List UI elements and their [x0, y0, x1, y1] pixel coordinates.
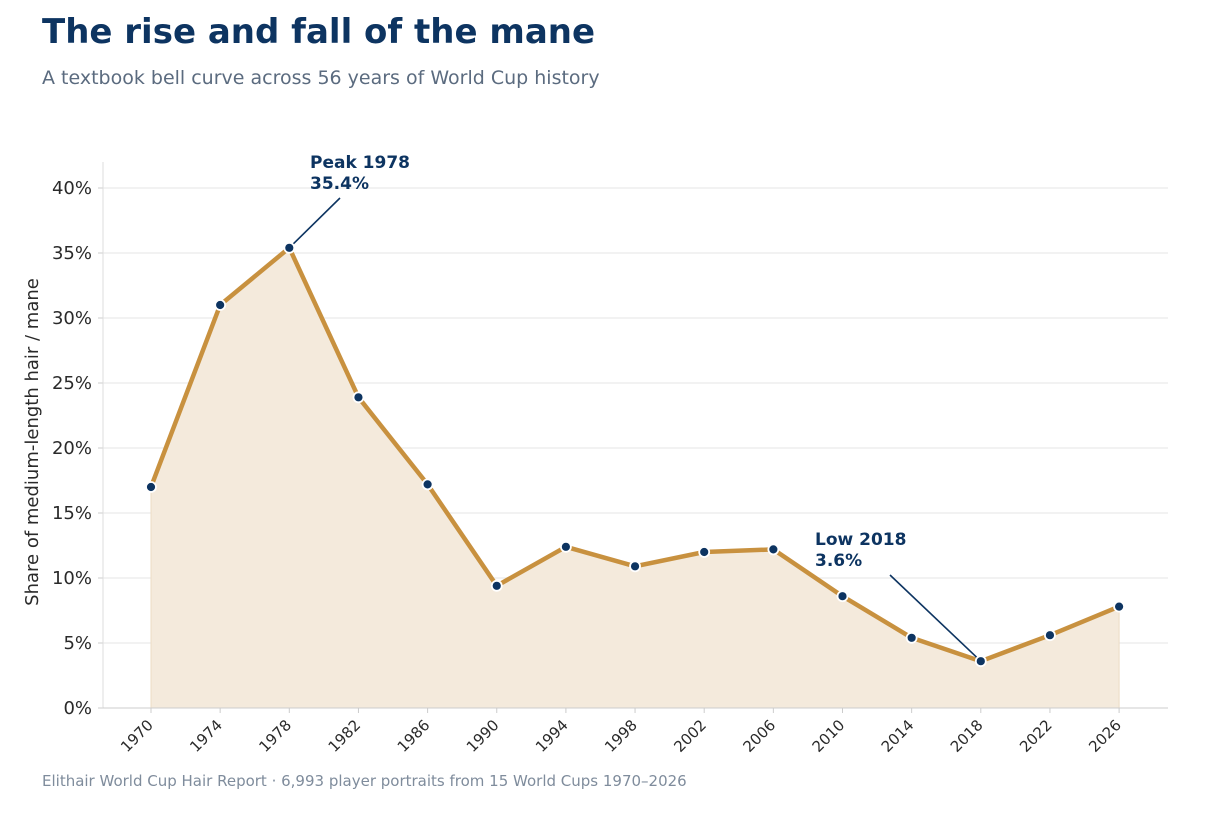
- x-tick-label-1982: 1982: [325, 716, 365, 756]
- y-tick-label: 0%: [63, 698, 92, 719]
- data-point-2022: [1044, 629, 1056, 642]
- area-fill-path: [151, 247, 1120, 709]
- y-tick-label: 40%: [52, 178, 92, 199]
- x-tick-label-1990: 1990: [463, 716, 503, 756]
- data-point-1978: [283, 241, 296, 254]
- y-tick-label: 35%: [52, 243, 92, 264]
- data-point-2014: [905, 631, 918, 644]
- annotation-label: Peak 1978: [310, 153, 410, 173]
- source-note: Elithair World Cup Hair Report · 6,993 p…: [42, 772, 687, 790]
- annotation-leader: [889, 574, 982, 662]
- x-tick-label-1974: 1974: [186, 716, 226, 756]
- chart-subtitle: A textbook bell curve across 56 years of…: [42, 67, 600, 89]
- annotation-value: 35.4%: [310, 174, 369, 194]
- data-point-2006: [767, 543, 780, 556]
- data-point-2026: [1113, 600, 1125, 613]
- y-tick-label: 20%: [52, 438, 92, 459]
- x-tick-label-2010: 2010: [809, 716, 849, 756]
- y-tick-label: 15%: [52, 503, 92, 524]
- y-tick-label: 5%: [63, 633, 92, 654]
- x-tick-label-2022: 2022: [1016, 716, 1056, 756]
- area-fill: [150, 247, 1120, 709]
- x-tick-label-2014: 2014: [878, 716, 918, 756]
- data-point-1986: [421, 478, 434, 491]
- data-point-1974: [214, 299, 227, 311]
- data-point-2010: [836, 590, 849, 603]
- data-point-1982: [352, 391, 365, 404]
- data-point-1970: [145, 481, 157, 493]
- x-tick-label-1978: 1978: [255, 716, 295, 756]
- annotation-leader: [288, 197, 341, 249]
- x-tick-label-1970: 1970: [117, 716, 157, 756]
- chart-title: The rise and fall of the mane: [42, 12, 596, 52]
- data-point-2018: [974, 655, 987, 668]
- x-tick-label-2026: 2026: [1085, 716, 1125, 756]
- data-point-1990: [490, 579, 503, 592]
- x-tick-label-1994: 1994: [532, 716, 572, 756]
- annotation-value: 3.6%: [815, 551, 862, 571]
- x-tick-label-1998: 1998: [601, 716, 641, 756]
- axes: [98, 162, 1168, 713]
- annotation-label: Low 2018: [815, 530, 906, 550]
- y-tick-label: 30%: [52, 308, 92, 329]
- x-tick-label-2018: 2018: [947, 716, 987, 756]
- data-point-1998: [629, 560, 641, 573]
- y-tick-label: 25%: [52, 373, 92, 394]
- y-tick-label: 10%: [52, 568, 92, 589]
- data-points: [145, 241, 1125, 668]
- x-tick-label-2002: 2002: [670, 716, 710, 756]
- x-tick-label-1986: 1986: [394, 716, 434, 756]
- y-axis-label: Share of medium-length hair / mane: [22, 278, 43, 606]
- data-point-2002: [698, 546, 711, 558]
- data-point-1994: [560, 540, 572, 553]
- x-tick-label-2006: 2006: [739, 716, 779, 756]
